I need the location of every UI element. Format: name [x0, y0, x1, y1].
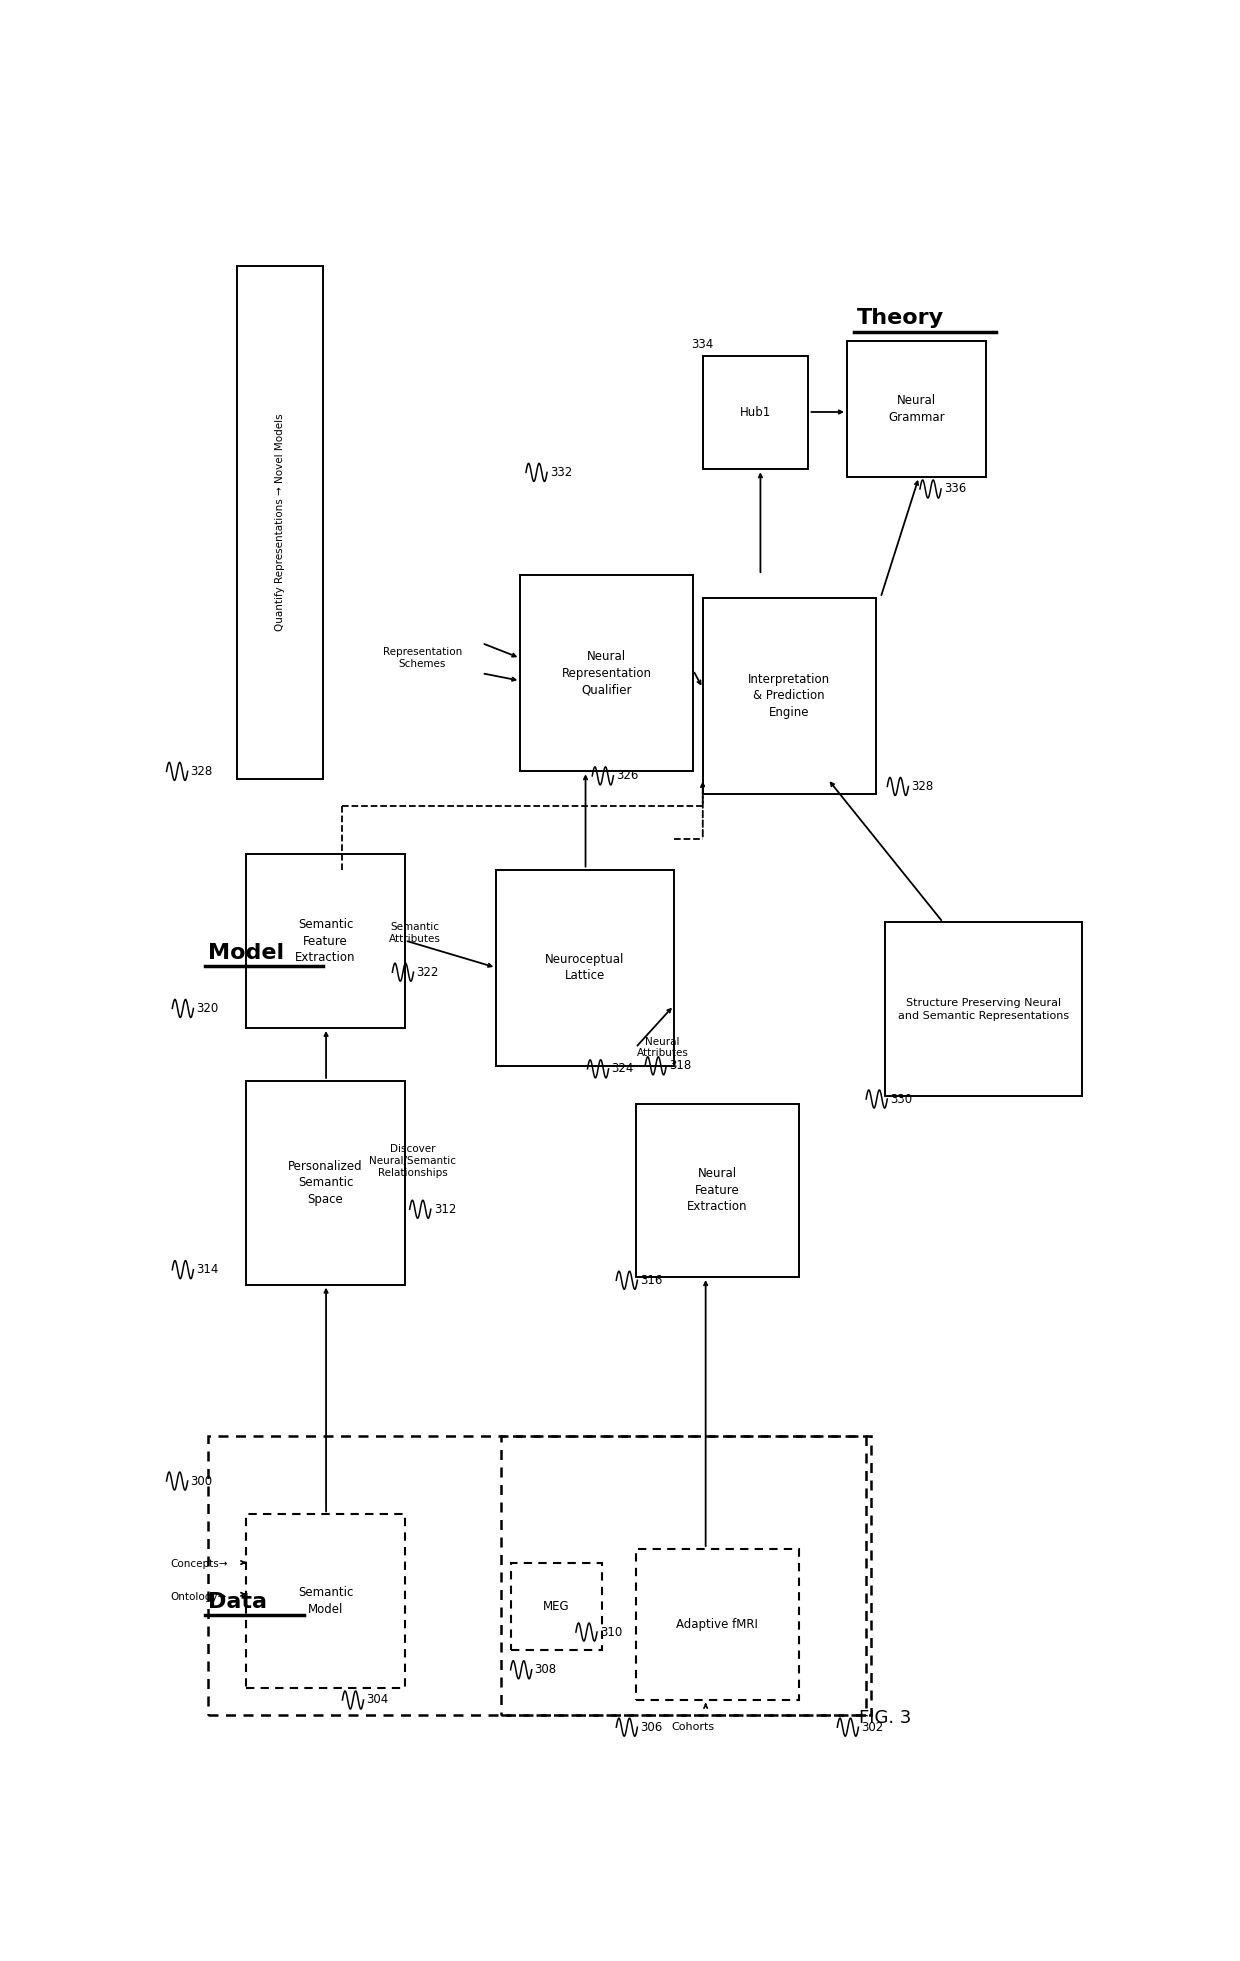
Text: Neural
Attributes: Neural Attributes	[636, 1037, 688, 1059]
Text: Semantic
Feature
Extraction: Semantic Feature Extraction	[295, 918, 356, 965]
Text: Adaptive fMRI: Adaptive fMRI	[676, 1618, 758, 1632]
Text: 314: 314	[196, 1263, 218, 1277]
FancyBboxPatch shape	[496, 869, 675, 1067]
Text: 336: 336	[944, 482, 966, 496]
FancyBboxPatch shape	[247, 855, 404, 1028]
Text: Data: Data	[208, 1592, 267, 1612]
FancyBboxPatch shape	[521, 575, 693, 771]
Text: 320: 320	[196, 1002, 218, 1016]
Text: Neural
Feature
Extraction: Neural Feature Extraction	[687, 1167, 748, 1214]
Text: 302: 302	[862, 1720, 884, 1734]
Text: Neuroceptual
Lattice: Neuroceptual Lattice	[546, 953, 625, 982]
Text: 304: 304	[367, 1694, 388, 1706]
Text: Hub1: Hub1	[740, 406, 771, 420]
Text: FIG. 3: FIG. 3	[859, 1710, 911, 1728]
Text: Neural
Representation
Qualifier: Neural Representation Qualifier	[562, 651, 652, 696]
FancyBboxPatch shape	[635, 1104, 799, 1277]
Text: Ontology→: Ontology→	[170, 1592, 227, 1602]
Text: 328: 328	[911, 780, 934, 792]
Text: 322: 322	[417, 965, 439, 979]
Text: 330: 330	[890, 1092, 913, 1106]
Text: Theory: Theory	[857, 308, 944, 327]
Text: 312: 312	[434, 1202, 456, 1216]
Text: Semantic
Attributes: Semantic Attributes	[388, 922, 440, 943]
FancyBboxPatch shape	[237, 265, 324, 779]
Text: Structure Preserving Neural
and Semantic Representations: Structure Preserving Neural and Semantic…	[898, 998, 1069, 1020]
Text: Representation
Schemes: Representation Schemes	[382, 647, 461, 669]
Text: Semantic
Model: Semantic Model	[298, 1586, 353, 1616]
Text: MEG: MEG	[543, 1600, 569, 1612]
Text: Cohorts: Cohorts	[672, 1722, 714, 1732]
Text: 328: 328	[191, 765, 213, 779]
Text: Model: Model	[208, 943, 284, 963]
Text: 318: 318	[670, 1059, 692, 1073]
Text: Interpretation
& Prediction
Engine: Interpretation & Prediction Engine	[748, 673, 831, 720]
Text: Quantify Representations → Novel Models: Quantify Representations → Novel Models	[275, 414, 285, 631]
FancyBboxPatch shape	[847, 341, 986, 477]
Text: 308: 308	[534, 1663, 557, 1677]
FancyBboxPatch shape	[247, 1514, 404, 1688]
Text: 300: 300	[191, 1475, 213, 1488]
Text: Discover
Neural/Semantic
Relationships: Discover Neural/Semantic Relationships	[370, 1145, 456, 1177]
Text: 310: 310	[600, 1626, 622, 1639]
FancyBboxPatch shape	[247, 1081, 404, 1284]
FancyBboxPatch shape	[885, 922, 1083, 1096]
Text: Personalized
Semantic
Space: Personalized Semantic Space	[288, 1159, 363, 1206]
FancyBboxPatch shape	[635, 1549, 799, 1700]
Text: 324: 324	[611, 1063, 634, 1075]
Text: Neural
Grammar: Neural Grammar	[888, 394, 945, 424]
FancyBboxPatch shape	[703, 598, 875, 794]
Text: 326: 326	[616, 769, 639, 782]
Text: 334: 334	[691, 337, 713, 351]
Text: 306: 306	[640, 1720, 662, 1734]
Text: 332: 332	[551, 467, 572, 478]
FancyBboxPatch shape	[511, 1563, 601, 1649]
Text: 316: 316	[640, 1275, 662, 1286]
FancyBboxPatch shape	[703, 357, 808, 469]
Text: Concepts→: Concepts→	[170, 1559, 228, 1569]
